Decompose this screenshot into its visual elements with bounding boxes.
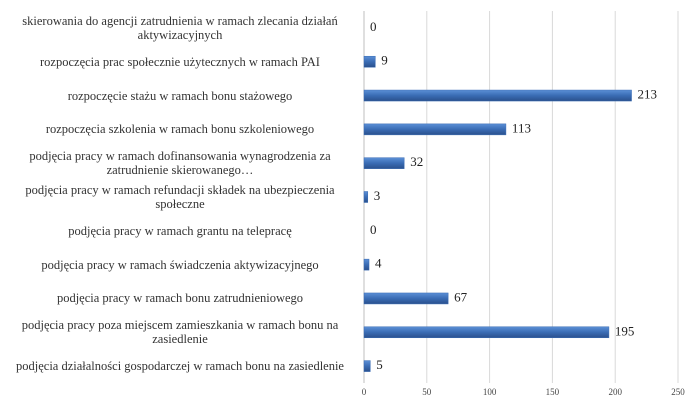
y-tick-label: podjęcia pracy poza miejscem zamieszkani…: [21, 318, 339, 347]
y-tick-label: podjęcia pracy w ramach bonu zatrudnieni…: [56, 291, 304, 306]
value-label: 9: [381, 53, 388, 68]
bar: [363, 157, 405, 169]
x-tick-label: 100: [483, 387, 497, 397]
bar: [363, 292, 449, 305]
bar: [363, 191, 369, 203]
value-label: 113: [512, 120, 531, 135]
value-label: 5: [376, 357, 383, 372]
value-label: 32: [410, 154, 423, 169]
bar: [363, 258, 370, 271]
y-tick-label: rozpoczęcie stażu w ramach bonu stażoweg…: [67, 88, 293, 103]
value-label: 3: [374, 188, 381, 203]
x-tick-label: 50: [422, 387, 432, 397]
y-tick-label: podjęcia pracy w ramach refundacji skład…: [25, 183, 335, 211]
y-tick-label: rozpoczęcia szkolenia w ramach bonu szko…: [45, 122, 315, 137]
y-tick-label: podjęcia pracy w ramach dofinansowania w…: [29, 149, 331, 178]
y-tick-label: podjęcia działalności gospodarczej w ram…: [16, 359, 344, 374]
y-tick-label: skierowania do agencji zatrudnienia w ra…: [22, 13, 338, 42]
bar: [363, 89, 632, 102]
x-tick-label: 0: [362, 387, 367, 397]
y-tick-label: podjęcia pracy w ramach świadczenia akty…: [41, 257, 319, 272]
value-label: 0: [370, 222, 377, 237]
value-label: 4: [375, 256, 382, 271]
value-label: 0: [370, 19, 377, 34]
value-label: 213: [638, 87, 658, 102]
y-tick-label: podjęcia pracy w ramach grantu na telepr…: [68, 223, 292, 238]
bar: [363, 123, 507, 136]
bar: [363, 55, 376, 68]
x-tick-label: 250: [671, 387, 685, 397]
bar: [363, 360, 371, 372]
y-tick-label: rozpoczęcia prac społecznie użytecznych …: [40, 54, 320, 69]
value-label: 67: [454, 289, 468, 304]
x-tick-label: 200: [608, 387, 622, 397]
value-label: 195: [615, 323, 635, 338]
x-tick-label: 150: [546, 387, 560, 397]
bar: [363, 326, 610, 339]
